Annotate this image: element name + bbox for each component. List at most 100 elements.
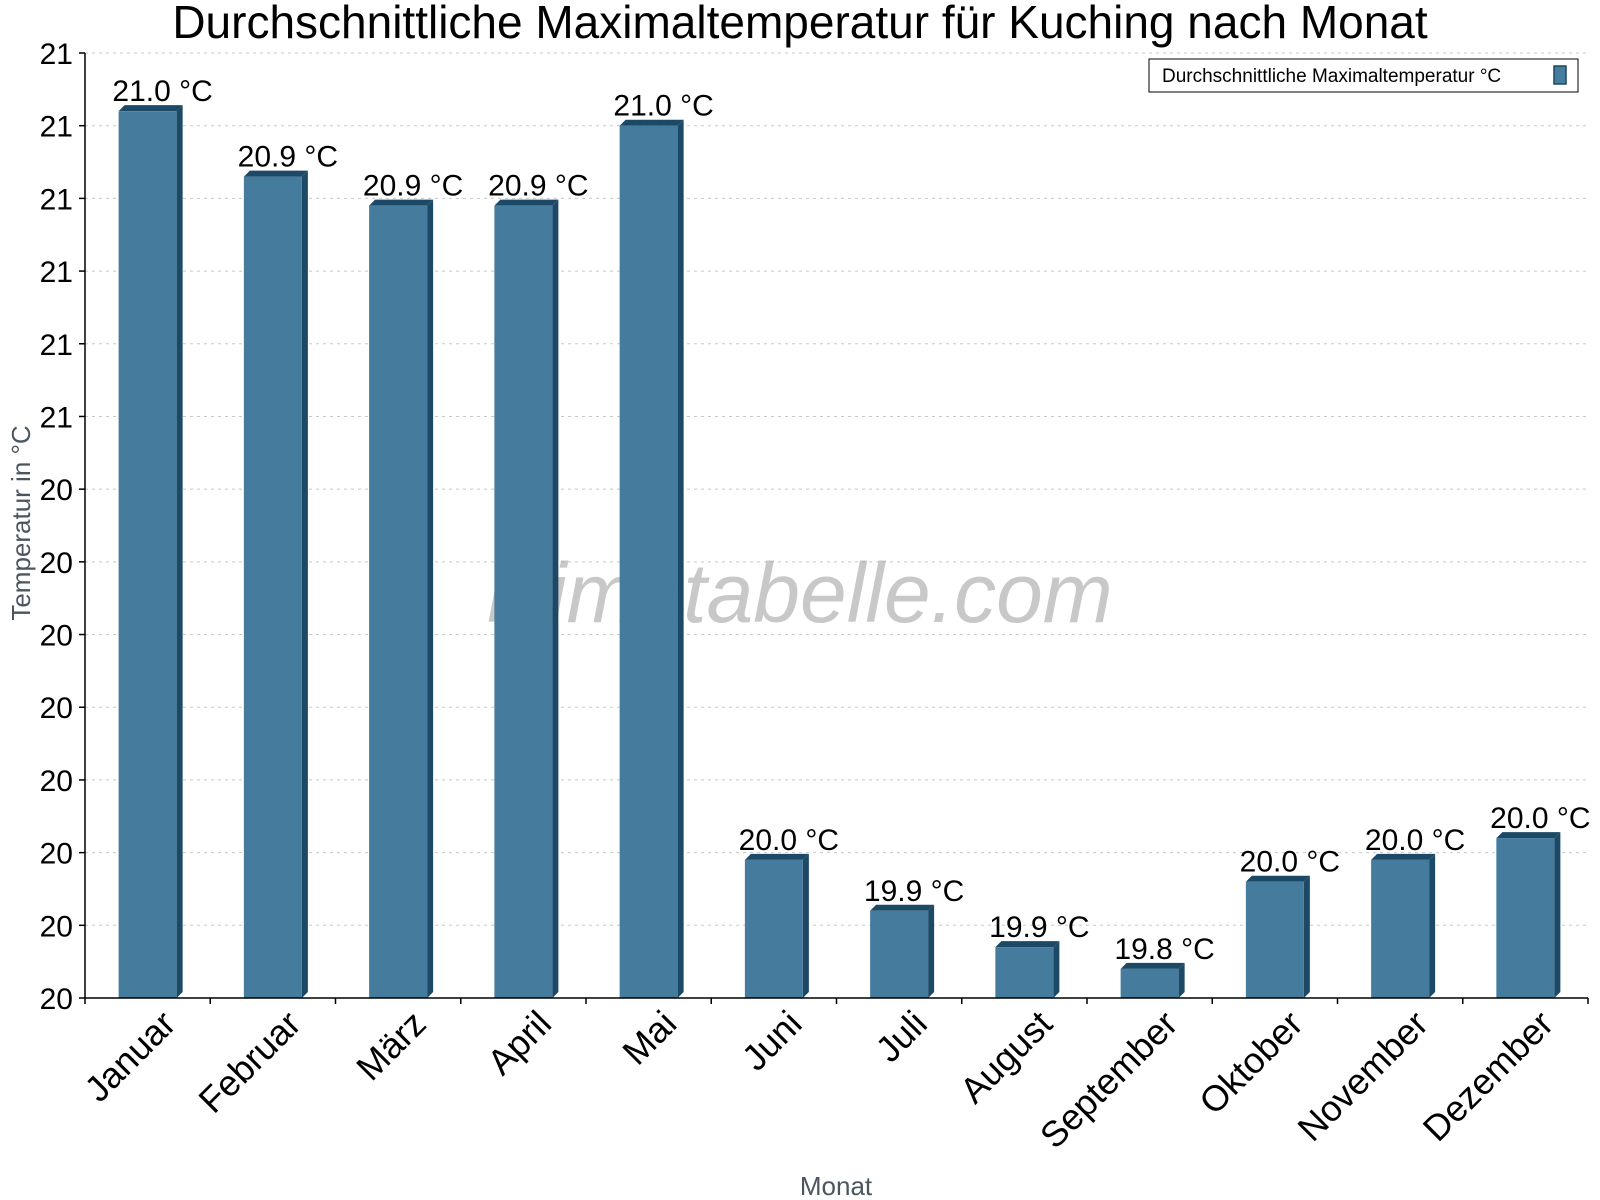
bar-front xyxy=(995,947,1054,998)
bar xyxy=(870,904,935,998)
bar-side xyxy=(1429,853,1436,998)
y-axis-label: Temperatur in °C xyxy=(6,425,36,620)
bar xyxy=(118,105,183,998)
y-tick-label: 20 xyxy=(40,474,73,507)
bar-front xyxy=(243,176,302,999)
y-tick-label: 20 xyxy=(40,765,73,798)
legend-box xyxy=(1148,58,1579,93)
y-tick-label: 21 xyxy=(40,401,73,434)
bar-front xyxy=(1371,859,1430,998)
x-tick-label: Mai xyxy=(614,1003,684,1073)
grid-lines xyxy=(85,52,1588,926)
bar-top xyxy=(619,119,684,126)
y-tick-label: 20 xyxy=(40,838,73,871)
bar-top xyxy=(1371,853,1436,860)
bar-front xyxy=(118,111,177,998)
data-label: 20.9 °C xyxy=(238,141,338,174)
data-label: 20.9 °C xyxy=(488,170,588,203)
bar-front xyxy=(1496,838,1555,998)
bar-side xyxy=(677,119,684,998)
bar xyxy=(1496,832,1561,998)
bar xyxy=(1371,853,1436,998)
bar xyxy=(494,199,559,999)
bar xyxy=(369,199,434,999)
bar-front xyxy=(1120,968,1179,998)
data-label: 19.9 °C xyxy=(989,911,1089,944)
bar-front xyxy=(494,205,553,999)
bar xyxy=(1120,962,1185,998)
x-axis-label: Monat xyxy=(800,1171,873,1200)
watermark: klimatabelle.com xyxy=(487,546,1113,640)
bar-top xyxy=(1496,832,1561,839)
bar-side xyxy=(1053,941,1060,998)
bar-side xyxy=(1303,875,1310,998)
y-tick-label: 20 xyxy=(40,547,73,580)
bar-front xyxy=(619,125,678,998)
x-tick-label: April xyxy=(479,1003,559,1083)
bar-side xyxy=(176,105,183,998)
data-label: 20.0 °C xyxy=(1490,802,1590,835)
y-tick-label: 21 xyxy=(40,256,73,289)
data-label: 19.9 °C xyxy=(864,875,964,908)
x-axis-ticks: Januar Februar März April Mai Juni Juli AugustS… xyxy=(76,998,1589,1157)
y-tick-label: 21 xyxy=(40,111,73,144)
bar-side xyxy=(1178,962,1185,998)
bar-front xyxy=(870,910,929,998)
bars xyxy=(118,105,1561,999)
y-tick-label: 21 xyxy=(40,329,73,362)
bar-side xyxy=(1554,832,1561,998)
x-tick-label: Dezember xyxy=(1415,1003,1561,1149)
bar-top xyxy=(744,853,809,860)
bar-top xyxy=(369,199,434,206)
bar xyxy=(619,119,684,998)
bar-front xyxy=(744,859,803,998)
bar xyxy=(995,941,1060,998)
bar-top xyxy=(1120,962,1185,969)
bar-top xyxy=(870,904,935,911)
bar-top xyxy=(995,941,1060,948)
y-axis-ticks: 20 20 20 20 20 20 20 20 21 21 21 21 21 21 xyxy=(40,38,85,1016)
data-label: 20.0 °C xyxy=(1365,824,1465,857)
data-label: 20.9 °C xyxy=(363,170,463,203)
bar-side xyxy=(928,904,935,998)
bar-top xyxy=(243,170,308,177)
data-label: 19.8 °C xyxy=(1114,933,1214,966)
bar-top xyxy=(494,199,559,206)
x-tick-label: Januar xyxy=(76,1003,183,1110)
bar-top xyxy=(1245,875,1310,882)
bar xyxy=(243,170,308,999)
x-tick-label: März xyxy=(348,1003,434,1089)
data-label: 20.0 °C xyxy=(1240,846,1340,879)
legend: Durchschnittliche Maximaltemperatur °C xyxy=(1148,58,1579,93)
y-tick-label: 20 xyxy=(40,910,73,943)
bar-front xyxy=(1245,881,1304,998)
x-tick-label: Juni xyxy=(734,1003,810,1079)
data-label: 21.0 °C xyxy=(613,90,713,123)
x-tick-label: Oktober xyxy=(1191,1003,1311,1123)
bar-side xyxy=(552,199,559,999)
legend-entry: Durchschnittliche Maximaltemperatur °C xyxy=(1162,66,1501,87)
bar-side xyxy=(301,170,308,999)
x-tick-label: August xyxy=(952,1003,1060,1111)
y-tick-label: 20 xyxy=(40,620,73,653)
x-tick-label: Februar xyxy=(190,1003,308,1121)
bar xyxy=(744,853,809,998)
x-tick-label: November xyxy=(1289,1003,1435,1149)
y-tick-label: 20 xyxy=(40,692,73,725)
legend-swatch xyxy=(1553,65,1567,85)
y-tick-label: 21 xyxy=(40,38,73,71)
bar-side xyxy=(802,853,809,998)
bar xyxy=(1245,875,1310,998)
chart-title: Durchschnittliche Maximaltemperatur für … xyxy=(172,0,1428,48)
x-tick-label: September xyxy=(1032,1003,1186,1157)
x-tick-label: Juli xyxy=(868,1003,935,1070)
y-tick-label: 21 xyxy=(40,183,73,216)
data-label: 21.0 °C xyxy=(112,75,212,108)
y-tick-label: 20 xyxy=(40,983,73,1016)
bar-side xyxy=(427,199,434,999)
bar-top xyxy=(118,105,183,112)
data-label: 20.0 °C xyxy=(739,824,839,857)
data-labels: 21.0 °C 20.9 °C 20.9 °C 20.9 °C 21.0 °C 20.0 … xyxy=(112,75,1590,966)
bar-front xyxy=(369,205,428,999)
